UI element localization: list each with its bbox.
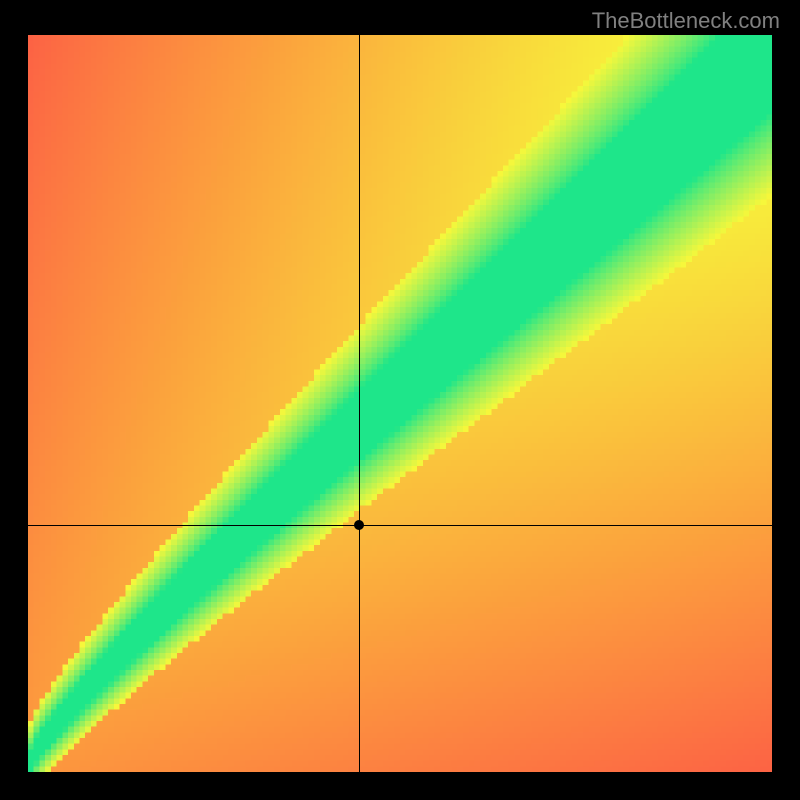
heatmap-canvas	[28, 35, 772, 772]
crosshair-marker	[354, 520, 364, 530]
crosshair-horizontal	[28, 525, 772, 526]
watermark-text: TheBottleneck.com	[592, 8, 780, 34]
crosshair-vertical	[359, 35, 360, 772]
heatmap-plot	[28, 35, 772, 772]
